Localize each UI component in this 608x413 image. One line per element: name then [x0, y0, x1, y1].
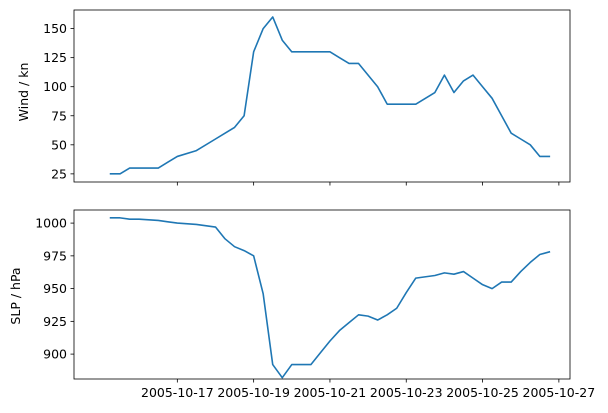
- pressure-axis-label: SLP / hPa: [8, 267, 23, 324]
- wind-panel: Wind / kn 25 50 75 100 125 150: [16, 9, 571, 186]
- y-tick-label: 975: [43, 248, 67, 263]
- y-tick-label: 1000: [35, 216, 67, 231]
- y-tick-label: 150: [43, 21, 67, 36]
- wind-series-line: [109, 16, 551, 175]
- x-tick-label: 2005-10-19: [217, 385, 290, 400]
- pressure-series-line: [109, 217, 551, 379]
- x-tick-label: 2005-10-17: [141, 385, 214, 400]
- y-tick-label: 125: [43, 50, 67, 65]
- y-tick-label: 950: [43, 281, 67, 296]
- x-tick-label: 2005-10-27: [523, 385, 596, 400]
- axes-frame: [73, 209, 571, 380]
- wind-axis-label: Wind / kn: [16, 63, 31, 122]
- y-tick-label: 50: [51, 137, 67, 152]
- axes-frame: [73, 9, 571, 183]
- y-tick-label: 75: [51, 108, 67, 123]
- y-tick-label: 900: [43, 347, 67, 362]
- y-tick-label: 25: [51, 166, 67, 181]
- x-tick-label: 2005-10-23: [370, 385, 443, 400]
- x-tick-label: 2005-10-25: [446, 385, 519, 400]
- x-tick-label: 2005-10-21: [294, 385, 367, 400]
- y-tick-label: 100: [43, 79, 67, 94]
- y-tick-label: 925: [43, 314, 67, 329]
